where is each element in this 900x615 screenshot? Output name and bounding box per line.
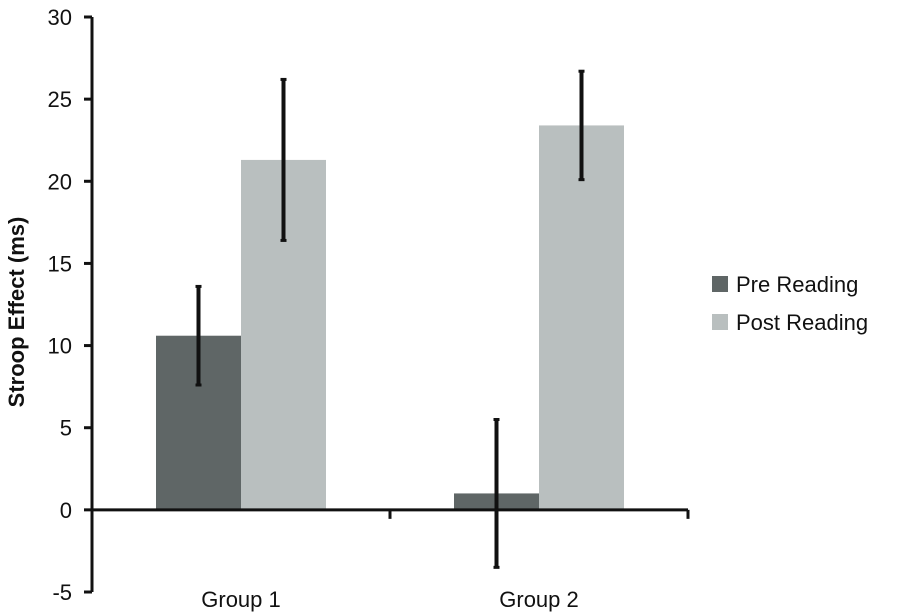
x-category-label: Group 1 xyxy=(201,587,281,612)
legend-swatch xyxy=(712,314,728,330)
y-tick-label: 20 xyxy=(48,169,72,194)
legend-label: Post Reading xyxy=(736,310,868,335)
y-ticks-layer: -5 0 5 10 15 20 25 30 xyxy=(48,5,92,605)
bars-layer xyxy=(156,125,624,510)
y-tick-label: 30 xyxy=(48,5,72,30)
y-tick-label: 10 xyxy=(48,334,72,359)
y-tick-label: 5 xyxy=(60,416,72,441)
x-categories-layer: Group 1 Group 2 xyxy=(90,509,690,612)
error-bars-layer xyxy=(195,69,585,569)
legend-label: Pre Reading xyxy=(736,272,858,297)
y-axis-title: Stroop Effect (ms) xyxy=(4,217,29,408)
y-tick-label: -5 xyxy=(52,580,72,605)
bar-post-reading xyxy=(539,125,624,510)
legend-swatch xyxy=(712,276,728,292)
y-tick-label: 25 xyxy=(48,87,72,112)
x-category-label: Group 2 xyxy=(499,587,579,612)
y-tick-label: 15 xyxy=(48,251,72,276)
legend: Pre Reading Post Reading xyxy=(712,272,868,335)
y-tick-label: 0 xyxy=(60,498,72,523)
